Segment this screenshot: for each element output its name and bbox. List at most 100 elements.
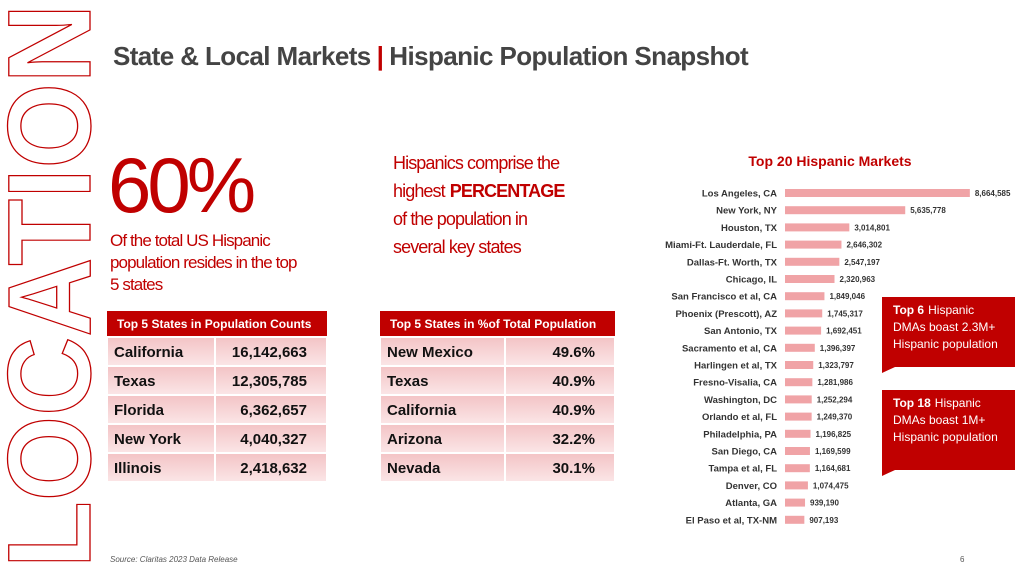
row-value: 4,040,327 bbox=[240, 431, 307, 448]
row-value: 49.6% bbox=[552, 344, 595, 361]
value-label: 1,169,599 bbox=[815, 447, 851, 456]
value-label: 1,164,681 bbox=[815, 464, 851, 473]
category-label: Dallas-Ft. Worth, TX bbox=[687, 257, 778, 268]
callout-text: DMAs boast 1M+ bbox=[893, 413, 985, 427]
table-cell bbox=[379, 336, 506, 367]
row-label: California bbox=[114, 344, 184, 361]
value-label: 1,252,294 bbox=[817, 395, 853, 404]
table-header bbox=[380, 311, 615, 337]
table-cell bbox=[214, 452, 328, 483]
callout-text: DMAs boast 2.3M+ bbox=[893, 320, 995, 334]
table-cell bbox=[214, 423, 328, 454]
table-cell bbox=[504, 336, 616, 367]
row-label: California bbox=[387, 402, 457, 419]
source: Source: Claritas 2023 Data Release bbox=[110, 555, 238, 564]
row-label: Illinois bbox=[114, 460, 162, 477]
callout-rest: Hispanic bbox=[928, 303, 974, 317]
bar bbox=[785, 464, 810, 473]
side-label: LOCATION bbox=[0, 4, 116, 568]
table-title: Top 5 States in Population Counts bbox=[117, 317, 312, 331]
headline-line: Of the total US Hispanic bbox=[110, 231, 271, 250]
value-label: 1,196,825 bbox=[816, 430, 852, 439]
row-value: 40.9% bbox=[552, 402, 595, 419]
bar bbox=[785, 481, 808, 490]
category-label: Chicago, IL bbox=[726, 275, 777, 286]
value-label: 939,190 bbox=[810, 499, 839, 508]
row-value: 32.2% bbox=[552, 431, 595, 448]
category-label: Washington, DC bbox=[704, 395, 777, 406]
bar bbox=[785, 189, 970, 197]
chart-title: Top 20 Hispanic Markets bbox=[748, 153, 911, 169]
value-label: 1,074,475 bbox=[813, 481, 849, 490]
title: State & Local Markets | Hispanic Populatio… bbox=[113, 41, 749, 71]
row-label: Texas bbox=[114, 373, 155, 390]
callout-text: Top 18 Hispanic bbox=[893, 396, 981, 410]
value-label: 1,323,797 bbox=[818, 361, 854, 370]
table-cell bbox=[504, 452, 616, 483]
bar bbox=[785, 395, 812, 404]
value-label: 2,320,963 bbox=[840, 275, 876, 284]
category-label: Tampa et al, FL bbox=[709, 464, 778, 475]
category-label: New York, NY bbox=[716, 206, 778, 217]
bar bbox=[785, 309, 823, 318]
table-cell bbox=[214, 394, 328, 425]
bar bbox=[785, 206, 906, 215]
row-value: 6,362,657 bbox=[240, 402, 307, 419]
category-label: Denver, CO bbox=[726, 481, 777, 492]
statement-line: several key states bbox=[393, 237, 522, 257]
callout-text: Top 6 Hispanic bbox=[893, 303, 974, 317]
value-label: 1,396,397 bbox=[820, 344, 856, 353]
bar bbox=[785, 275, 835, 283]
table-cell bbox=[379, 365, 506, 396]
headline-figure: 60% bbox=[108, 141, 254, 229]
statement-line: highest PERCENTAGE bbox=[393, 181, 565, 201]
category-label: Orlando et al, FL bbox=[702, 412, 777, 423]
page-number: 6 bbox=[960, 555, 965, 564]
bar bbox=[785, 223, 850, 232]
statement-line: Hispanics comprise the bbox=[393, 153, 560, 173]
category-label: San Diego, CA bbox=[712, 447, 778, 458]
category-label: Los Angeles, CA bbox=[702, 189, 777, 200]
category-label: Phoenix (Prescott), AZ bbox=[675, 309, 777, 320]
row-value: 40.9% bbox=[552, 373, 595, 390]
callout-box bbox=[882, 390, 1015, 476]
row-label: Florida bbox=[114, 402, 165, 419]
category-label: San Antonio, TX bbox=[704, 326, 778, 337]
value-label: 907,193 bbox=[809, 516, 838, 525]
table-cell bbox=[379, 423, 506, 454]
statement-text: highest bbox=[393, 181, 446, 201]
value-label: 3,014,801 bbox=[854, 223, 890, 232]
value-label: 1,745,317 bbox=[827, 309, 863, 318]
bar bbox=[785, 240, 842, 249]
callout-lead: Top 6 bbox=[893, 303, 924, 317]
row-value: 16,142,663 bbox=[232, 344, 307, 361]
bar bbox=[785, 429, 811, 438]
row-label: Nevada bbox=[387, 460, 441, 477]
bar bbox=[785, 257, 840, 266]
headline-line: 5 states bbox=[110, 275, 163, 294]
table-cell bbox=[214, 336, 328, 367]
value-label: 2,547,197 bbox=[844, 258, 880, 267]
bar bbox=[785, 515, 805, 524]
row-value: 30.1% bbox=[552, 460, 595, 477]
row-value: 2,418,632 bbox=[240, 460, 307, 477]
value-label: 2,646,302 bbox=[846, 241, 882, 250]
bar bbox=[785, 361, 814, 369]
value-label: 1,281,986 bbox=[817, 378, 853, 387]
category-label: Sacramento et al, CA bbox=[682, 343, 777, 354]
category-label: Harlingen et al, TX bbox=[694, 361, 778, 372]
bar bbox=[785, 498, 806, 507]
bar bbox=[785, 378, 813, 387]
table-header bbox=[107, 311, 327, 337]
category-label: San Francisco et al, CA bbox=[671, 292, 777, 303]
row-label: New Mexico bbox=[387, 344, 473, 361]
statement-emphasis: PERCENTAGE bbox=[450, 181, 566, 201]
value-label: 1,692,451 bbox=[826, 327, 862, 336]
table-cell bbox=[504, 394, 616, 425]
value-label: 5,635,778 bbox=[910, 206, 946, 215]
callout-text: Hispanic population bbox=[893, 430, 998, 444]
bar bbox=[785, 326, 822, 335]
category-label: El Paso et al, TX-NM bbox=[686, 515, 777, 526]
bar bbox=[785, 447, 810, 455]
bar bbox=[785, 292, 825, 301]
